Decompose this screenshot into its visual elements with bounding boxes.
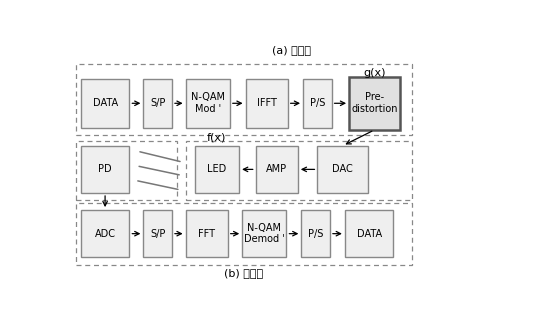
- Bar: [242, 210, 287, 257]
- Bar: [81, 146, 129, 193]
- Bar: [143, 79, 172, 128]
- Bar: [185, 79, 230, 128]
- Bar: [349, 77, 399, 130]
- Text: FFT: FFT: [198, 229, 215, 239]
- Text: DATA: DATA: [93, 98, 118, 108]
- Text: PD: PD: [98, 164, 112, 175]
- Bar: [245, 79, 288, 128]
- Bar: [81, 210, 129, 257]
- Text: f(x): f(x): [207, 133, 227, 143]
- Bar: [81, 79, 129, 128]
- Bar: [76, 203, 411, 265]
- Bar: [76, 141, 177, 200]
- Text: S/P: S/P: [150, 98, 165, 108]
- Text: S/P: S/P: [150, 229, 165, 239]
- Text: g(x): g(x): [363, 68, 386, 78]
- Bar: [143, 210, 172, 257]
- Bar: [317, 146, 368, 193]
- Bar: [76, 65, 411, 135]
- Bar: [301, 210, 330, 257]
- Bar: [256, 146, 298, 193]
- Text: N-QAM
Mod ': N-QAM Mod ': [191, 93, 225, 114]
- Text: AMP: AMP: [266, 164, 287, 175]
- Text: Pre-
distortion: Pre- distortion: [351, 93, 398, 114]
- Bar: [303, 79, 332, 128]
- Text: N-QAM
Demod ': N-QAM Demod ': [244, 223, 284, 244]
- Text: P/S: P/S: [310, 98, 325, 108]
- Bar: [185, 210, 228, 257]
- Text: ADC: ADC: [95, 229, 116, 239]
- Text: (a) 송신단: (a) 송신단: [272, 45, 312, 55]
- Text: P/S: P/S: [308, 229, 323, 239]
- Text: LED: LED: [208, 164, 227, 175]
- Text: DATA: DATA: [356, 229, 381, 239]
- Text: IFFT: IFFT: [257, 98, 276, 108]
- Text: DAC: DAC: [332, 164, 353, 175]
- Bar: [185, 141, 411, 200]
- Text: (b) 수신단: (b) 수신단: [224, 268, 263, 278]
- Bar: [195, 146, 239, 193]
- Bar: [345, 210, 393, 257]
